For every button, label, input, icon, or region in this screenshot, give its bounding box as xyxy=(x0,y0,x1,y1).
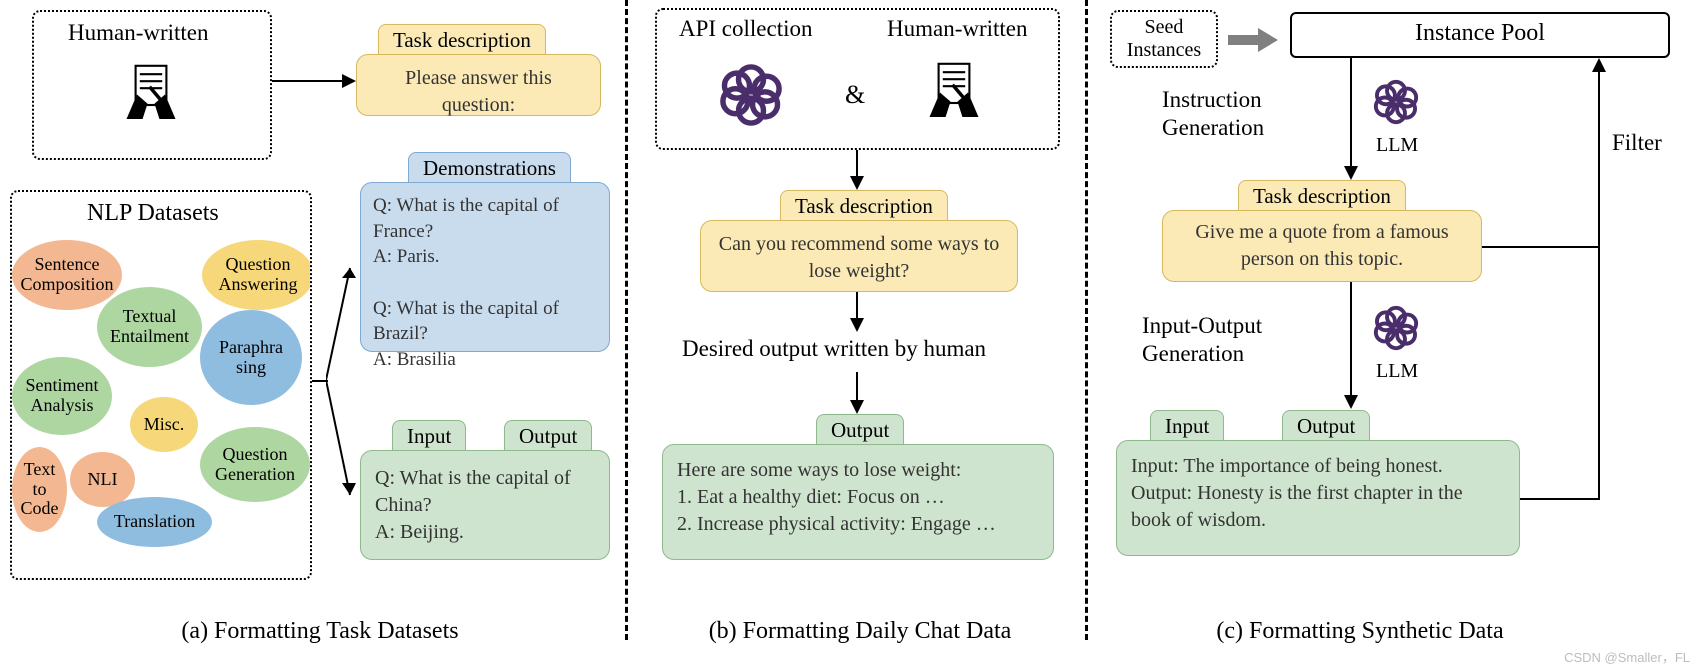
human-written-label: Human-written xyxy=(68,20,209,46)
panel-c: Seed Instances Instance Pool Instruction… xyxy=(1100,0,1696,668)
arrow-c2-head xyxy=(1344,395,1358,409)
io-gen-label: Input-Output Generation xyxy=(1142,312,1262,367)
arrow-c1-head xyxy=(1344,166,1358,180)
demo-tab-label: Demonstrations xyxy=(423,156,556,180)
arrow-b2-head xyxy=(850,318,864,332)
arrow-b3 xyxy=(856,372,858,402)
instance-pool-label: Instance Pool xyxy=(1415,20,1545,46)
desired-output-label: Desired output written by human xyxy=(682,336,986,362)
input-tab-a-label: Input xyxy=(407,424,451,448)
caption-c: (c) Formatting Synthetic Data xyxy=(1160,618,1560,645)
input-tab-c-label: Input xyxy=(1165,414,1209,438)
caption-a: (a) Formatting Task Datasets xyxy=(120,618,520,645)
output-tab-a: Output xyxy=(504,420,592,453)
task-tab-c: Task description xyxy=(1238,180,1406,213)
panel-b: API collection Human-written & Task desc… xyxy=(640,0,1070,668)
caption-b: (b) Formatting Daily Chat Data xyxy=(680,618,1040,645)
api-label: API collection xyxy=(679,16,813,42)
llm-icon-c1 xyxy=(1368,74,1424,135)
instance-pool-box: Instance Pool xyxy=(1290,12,1670,58)
demo-body: Q: What is the capital of France? A: Par… xyxy=(373,193,597,372)
filter-line-h xyxy=(1520,498,1600,500)
api-human-box: API collection Human-written & xyxy=(655,8,1060,150)
task-body-c: Give me a quote from a famous person on … xyxy=(1179,219,1465,273)
llm-icon-c2 xyxy=(1368,300,1424,361)
task-card-b: Can you recommend some ways to lose weig… xyxy=(700,220,1018,292)
demo-tab: Demonstrations xyxy=(408,152,571,185)
output-card-b: Here are some ways to lose weight: 1. Ea… xyxy=(662,444,1054,560)
arrow-human-to-task-head xyxy=(342,74,356,88)
io-card-c-body: Input: The importance of being honest. O… xyxy=(1131,453,1505,534)
filter-arrow-head xyxy=(1592,58,1606,72)
seed-box: Seed Instances xyxy=(1110,10,1218,68)
nlp-bubble: Question Generation xyxy=(200,427,310,502)
output-tab-a-label: Output xyxy=(519,424,577,448)
nlp-bubble: NLI xyxy=(70,452,135,507)
output-tab-c: Output xyxy=(1282,410,1370,443)
task-tab-b: Task description xyxy=(780,190,948,223)
task-tab-c-label: Task description xyxy=(1253,184,1391,208)
task-to-filter xyxy=(1482,246,1600,248)
handwriting-icon-b xyxy=(919,54,989,129)
filter-label: Filter xyxy=(1612,130,1662,156)
nlp-bubble: Sentiment Analysis xyxy=(12,357,112,435)
task-body-a: Please answer this question: xyxy=(371,65,586,119)
io-card-c: Input: The importance of being honest. O… xyxy=(1116,440,1520,556)
nlp-bubble: Question Answering xyxy=(202,240,312,310)
handwriting-icon xyxy=(116,56,186,131)
divider-bc xyxy=(1085,0,1088,640)
arrow-c1 xyxy=(1350,58,1352,168)
divider-ab xyxy=(625,0,628,640)
io-card-a: Q: What is the capital of China? A: Beij… xyxy=(360,450,610,560)
watermark: CSDN @Smaller，FL xyxy=(1564,647,1690,666)
input-tab-c: Input xyxy=(1150,410,1224,443)
nlp-bubble: Text to Code xyxy=(12,447,67,532)
arrow-b2 xyxy=(856,292,858,320)
arrow-c2 xyxy=(1350,282,1352,397)
filter-line-v xyxy=(1598,70,1600,500)
nlp-bubble: Paraphra sing xyxy=(200,310,302,405)
nlp-bubble: Sentence Composition xyxy=(12,240,122,310)
instr-gen-label: Instruction Generation xyxy=(1162,86,1264,141)
nlp-bubble: Misc. xyxy=(130,397,198,452)
seed-label: Seed Instances xyxy=(1127,16,1201,62)
ampersand: & xyxy=(845,80,865,110)
task-card-c: Give me a quote from a famous person on … xyxy=(1162,210,1482,282)
human-label-b: Human-written xyxy=(887,16,1028,42)
panel-a: Human-written Task description Please an… xyxy=(0,0,600,668)
nlp-bubbles: Sentence CompositionQuestion AnsweringTe… xyxy=(12,192,310,578)
task-tab-a-label: Task description xyxy=(393,28,531,52)
nlp-datasets-box: NLP Datasets Sentence CompositionQuestio… xyxy=(10,190,312,580)
output-tab-b-label: Output xyxy=(831,418,889,442)
arrow-b3-head xyxy=(850,400,864,414)
output-body-b: Here are some ways to lose weight: 1. Ea… xyxy=(677,457,1039,538)
input-tab-a: Input xyxy=(392,420,466,453)
arrow-b1 xyxy=(856,150,858,178)
task-body-b: Can you recommend some ways to lose weig… xyxy=(717,231,1001,285)
task-tab-b-label: Task description xyxy=(795,194,933,218)
task-card-a: Please answer this question: xyxy=(356,54,601,116)
arrow-b1-head xyxy=(850,176,864,190)
gray-arrow-icon xyxy=(1228,28,1278,52)
output-tab-b: Output xyxy=(816,414,904,447)
demo-card: Q: What is the capital of France? A: Par… xyxy=(360,182,610,352)
llm-icon-b xyxy=(712,56,790,139)
human-written-box: Human-written xyxy=(32,10,272,160)
output-tab-c-label: Output xyxy=(1297,414,1355,438)
llm-label-2: LLM xyxy=(1376,360,1418,383)
arrow-human-to-task xyxy=(272,80,344,82)
task-tab-a: Task description xyxy=(378,24,546,57)
nlp-bubble: Textual Entailment xyxy=(97,287,202,367)
nlp-bubble: Translation xyxy=(97,497,212,547)
llm-label-1: LLM xyxy=(1376,134,1418,157)
io-body-a: Q: What is the capital of China? A: Beij… xyxy=(375,465,595,546)
